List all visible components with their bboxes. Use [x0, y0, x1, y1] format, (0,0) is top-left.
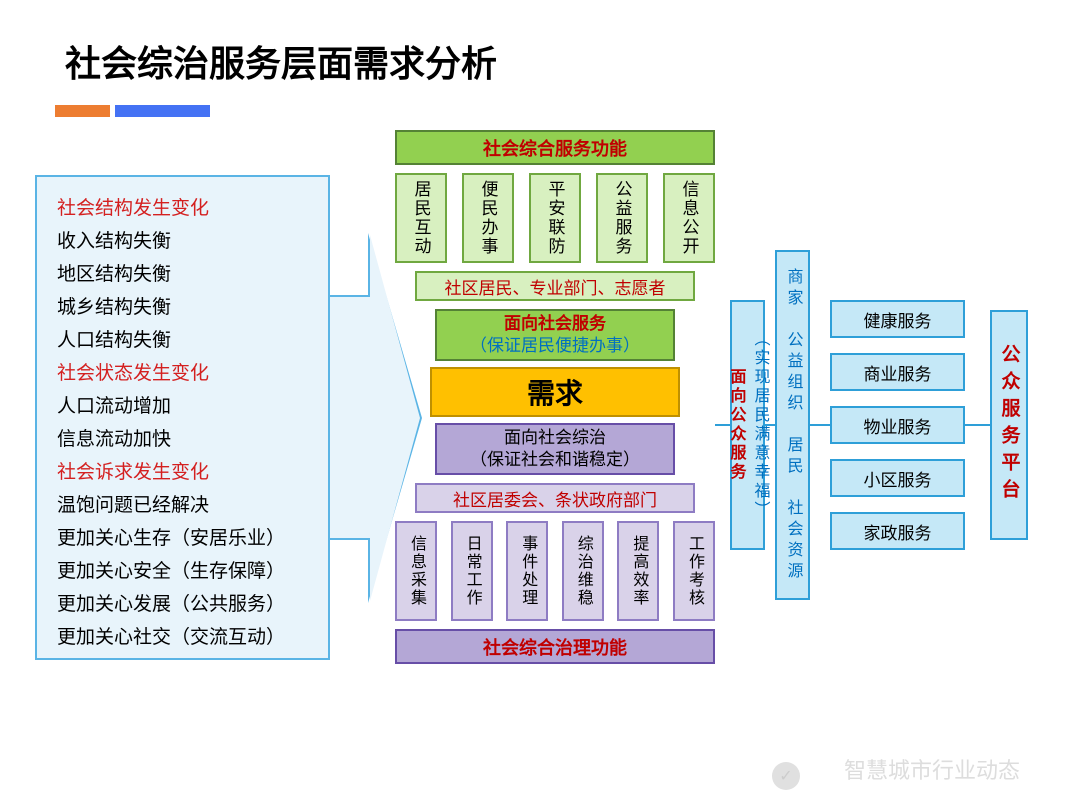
service-top-title: 面向社会服务 — [504, 313, 606, 335]
service-item: 商业服务 — [830, 353, 965, 391]
service-bottom-box: 面向社会综治 （保证社会和谐稳定） — [435, 423, 675, 475]
left-item: 社会诉求发生变化 — [57, 456, 308, 489]
platform-box: 公众服务平台 — [990, 310, 1028, 540]
service-bottom-sub: （保证社会和谐稳定） — [470, 449, 640, 471]
left-item: 信息流动加快 — [57, 423, 308, 456]
connector-line — [810, 424, 830, 426]
five-services-row: 居民互动便民办事平安联防公益服务信息公开 — [395, 173, 715, 263]
service-top-box: 面向社会服务 （保证居民便捷办事） — [435, 309, 675, 361]
six-item: 综治维稳 — [562, 521, 604, 621]
watermark-text: 智慧城市行业动态 — [844, 753, 1020, 785]
service-item: 健康服务 — [830, 300, 965, 338]
left-item: 更加关心安全（生存保障） — [57, 555, 308, 588]
accent-bar-blue — [115, 105, 210, 117]
service-item: 家政服务 — [830, 512, 965, 550]
left-item: 社会状态发生变化 — [57, 357, 308, 390]
top-function-box: 社会综合服务功能 — [395, 130, 715, 165]
demand-box: 需求 — [430, 367, 680, 417]
people-bottom-box: 社区居委会、条状政府部门 — [415, 483, 695, 513]
left-item: 人口结构失衡 — [57, 324, 308, 357]
six-item: 提高效率 — [617, 521, 659, 621]
service-item: 小区服务 — [830, 459, 965, 497]
left-item: 人口流动增加 — [57, 390, 308, 423]
left-item: 收入结构失衡 — [57, 225, 308, 258]
five-item: 信息公开 — [663, 173, 715, 263]
five-item: 平安联防 — [529, 173, 581, 263]
six-item: 日常工作 — [451, 521, 493, 621]
left-item: 地区结构失衡 — [57, 258, 308, 291]
connector-line — [715, 424, 730, 426]
services-column: 健康服务商业服务物业服务小区服务家政服务 — [830, 300, 965, 565]
center-diagram: 社会综合服务功能 居民互动便民办事平安联防公益服务信息公开 社区居民、专业部门、… — [395, 130, 715, 664]
left-item: 温饱问题已经解决 — [57, 489, 308, 522]
service-bottom-title: 面向社会综治 — [504, 427, 606, 449]
left-item: 城乡结构失衡 — [57, 291, 308, 324]
service-top-sub: （保证居民便捷办事） — [470, 335, 640, 357]
six-item: 信息采集 — [395, 521, 437, 621]
connector-line — [965, 424, 990, 426]
page-title: 社会综治服务层面需求分析 — [65, 35, 497, 87]
left-item: 更加关心社交（交流互动） — [57, 621, 308, 654]
service-item: 物业服务 — [830, 406, 965, 444]
left-item: 社会结构发生变化 — [57, 192, 308, 225]
accent-bar-orange — [55, 105, 110, 117]
right-col2-box: 商家 公益组织 居民 社会资源 — [775, 250, 810, 600]
six-item: 工作考核 — [673, 521, 715, 621]
left-panel: 社会结构发生变化收入结构失衡地区结构失衡城乡结构失衡人口结构失衡社会状态发生变化… — [35, 175, 330, 660]
left-item: 更加关心生存（安居乐业） — [57, 522, 308, 555]
five-item: 便民办事 — [462, 173, 514, 263]
six-functions-row: 信息采集日常工作事件处理综治维稳提高效率工作考核 — [395, 521, 715, 621]
five-item: 公益服务 — [596, 173, 648, 263]
five-item: 居民互动 — [395, 173, 447, 263]
right-col1-box: （实现居民满意幸福） 面向公众服务 — [730, 300, 765, 550]
wechat-icon: ✓ — [772, 762, 800, 790]
connector-line — [765, 424, 775, 426]
bottom-function-box: 社会综合治理功能 — [395, 629, 715, 664]
people-top-box: 社区居民、专业部门、志愿者 — [415, 271, 695, 301]
left-item: 更加关心发展（公共服务） — [57, 588, 308, 621]
six-item: 事件处理 — [506, 521, 548, 621]
